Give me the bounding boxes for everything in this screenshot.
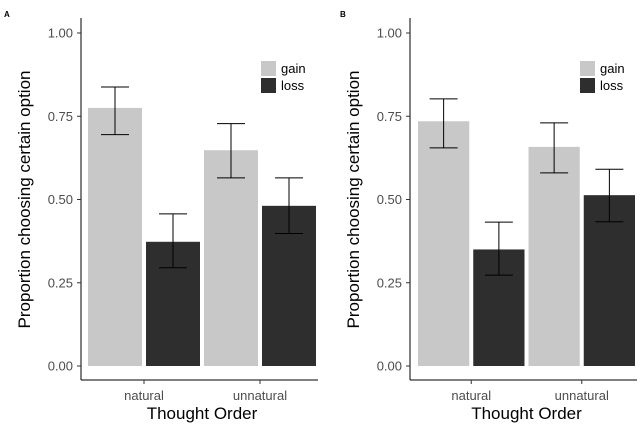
x-tick-label: natural [124, 388, 164, 403]
legend-swatch-gain [261, 61, 276, 76]
y-tick-label: 0.50 [377, 192, 402, 207]
bar-loss-unnatural [583, 195, 635, 366]
legend-label-loss: loss [600, 78, 624, 93]
panel-label: B [340, 10, 346, 19]
bar-gain-unnatural [528, 146, 580, 366]
x-tick-label: unnatural [555, 388, 609, 403]
legend-label-gain: gain [281, 61, 306, 76]
legend-label-loss: loss [281, 78, 305, 93]
legend-swatch-loss [580, 78, 595, 93]
y-tick-label: 0.25 [48, 275, 73, 290]
x-tick-label: unnatural [233, 388, 287, 403]
bar-gain-unnatural [204, 150, 258, 366]
y-tick-label: 0.50 [48, 192, 73, 207]
legend-swatch-gain [580, 61, 595, 76]
y-tick-label: 0.00 [377, 359, 402, 374]
x-axis-title: Thought Order [471, 404, 582, 423]
y-tick-label: 1.00 [377, 26, 402, 41]
x-tick-label: natural [451, 388, 491, 403]
bar-gain-natural [418, 121, 470, 367]
chart-panel-b: B 0.00 0.25 0.50 0.75 1.00 Proportion choosing… [340, 10, 637, 423]
y-tick-label: 0.25 [377, 275, 402, 290]
x-axis-title: Thought Order [147, 404, 258, 423]
panel-label: A [4, 10, 10, 19]
legend-label-gain: gain [600, 61, 625, 76]
bar-gain-natural [88, 107, 142, 367]
y-axis-title: Proportion choosing certain option [15, 71, 34, 329]
chart-panel-a: A 0.00 0.25 0.50 0.75 1.00 Proportion choosing… [4, 10, 318, 423]
y-tick-label: 0.75 [377, 109, 402, 124]
y-axis-title: Proportion choosing certain option [344, 71, 363, 329]
y-tick-label: 0.00 [48, 359, 73, 374]
y-tick-label: 1.00 [48, 26, 73, 41]
legend-swatch-loss [261, 78, 276, 93]
y-tick-label: 0.75 [48, 109, 73, 124]
